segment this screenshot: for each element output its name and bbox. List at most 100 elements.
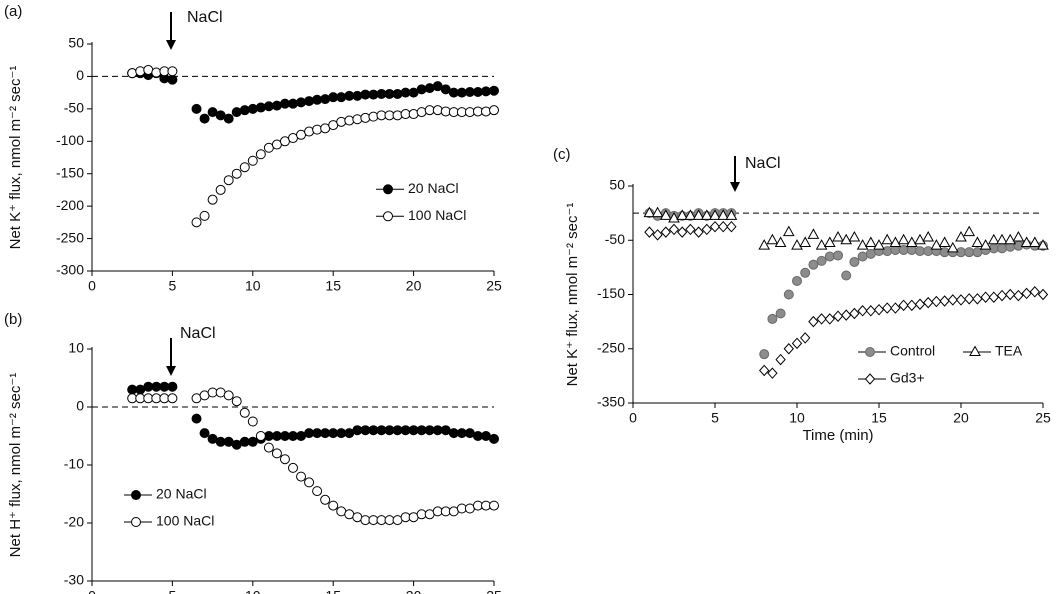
x-tick-label: 20 — [406, 278, 422, 294]
point — [191, 413, 202, 424]
point — [239, 105, 250, 116]
point — [151, 67, 162, 78]
point — [824, 313, 835, 325]
point — [963, 225, 976, 237]
x-tick-label: 25 — [486, 278, 502, 294]
point — [489, 105, 499, 116]
point — [239, 407, 250, 418]
point — [320, 494, 331, 505]
point — [328, 500, 339, 511]
y-tick-label: 0 — [76, 398, 84, 414]
legend-marker — [383, 184, 393, 195]
legend-label: Control — [890, 343, 935, 359]
point — [832, 310, 844, 322]
point — [651, 206, 664, 218]
point — [660, 226, 671, 238]
point — [677, 226, 688, 238]
point — [271, 100, 282, 111]
legend-label: TEA — [995, 343, 1023, 359]
point — [685, 223, 696, 236]
point — [207, 194, 218, 205]
point — [725, 209, 738, 220]
point — [807, 228, 820, 239]
point — [247, 155, 258, 166]
point — [865, 305, 876, 317]
legend-label: Gd3+ — [890, 370, 925, 386]
point — [849, 256, 860, 267]
legend-marker — [131, 490, 141, 500]
point — [841, 270, 852, 281]
y-tick-label: -250 — [597, 339, 625, 355]
point — [964, 247, 975, 258]
point — [480, 106, 491, 117]
legend-label: 100 NaCl — [408, 207, 466, 223]
point — [231, 396, 242, 407]
point — [979, 239, 992, 250]
point — [416, 107, 427, 118]
x-tick-label: 15 — [871, 410, 887, 426]
point — [964, 293, 975, 305]
point — [816, 255, 827, 266]
point — [775, 353, 786, 366]
point — [873, 239, 885, 250]
point — [840, 233, 853, 245]
x-tick-label: 10 — [245, 278, 261, 294]
point — [758, 239, 771, 250]
point — [832, 231, 844, 242]
y-tick-label: -350 — [597, 394, 625, 410]
point — [914, 233, 926, 245]
y-tick-label: -250 — [56, 229, 84, 245]
point — [857, 305, 868, 317]
point — [848, 231, 861, 242]
point — [931, 295, 942, 308]
point — [955, 294, 967, 306]
point — [167, 74, 178, 85]
point — [766, 233, 779, 245]
point — [873, 303, 885, 316]
y-tick-label: 50 — [609, 177, 625, 193]
point — [987, 233, 1000, 245]
point — [774, 236, 787, 247]
point — [223, 175, 234, 186]
point — [767, 367, 778, 379]
point — [996, 233, 1008, 245]
point — [424, 83, 435, 94]
point — [643, 206, 656, 218]
arrow-head — [730, 182, 740, 192]
point — [808, 259, 819, 270]
x-tick-label: 5 — [169, 278, 177, 294]
point — [336, 116, 347, 127]
legend-marker — [131, 517, 141, 527]
point — [392, 88, 403, 99]
point — [997, 243, 1007, 254]
x-tick-label: 0 — [629, 410, 637, 426]
point — [824, 251, 835, 262]
point — [659, 209, 672, 220]
point — [709, 209, 721, 220]
x-tick-label: 25 — [1035, 410, 1051, 426]
point — [432, 105, 443, 116]
y-tick-label: -50 — [605, 231, 625, 247]
point — [167, 66, 178, 77]
point — [352, 90, 363, 101]
point — [905, 236, 918, 247]
point — [693, 226, 704, 238]
panel-label: (c) — [553, 146, 571, 163]
point — [922, 231, 935, 242]
point — [408, 109, 419, 120]
point — [215, 184, 226, 195]
point — [700, 209, 713, 220]
point — [231, 168, 242, 179]
point — [898, 299, 909, 312]
point — [808, 315, 819, 328]
point — [865, 248, 876, 259]
point — [320, 94, 331, 105]
y-tick-label: -150 — [597, 285, 625, 301]
point — [247, 416, 258, 427]
legend-marker — [969, 345, 981, 356]
point — [336, 92, 347, 103]
point — [938, 236, 951, 247]
point — [800, 332, 811, 344]
y-tick-label: 50 — [68, 35, 84, 51]
